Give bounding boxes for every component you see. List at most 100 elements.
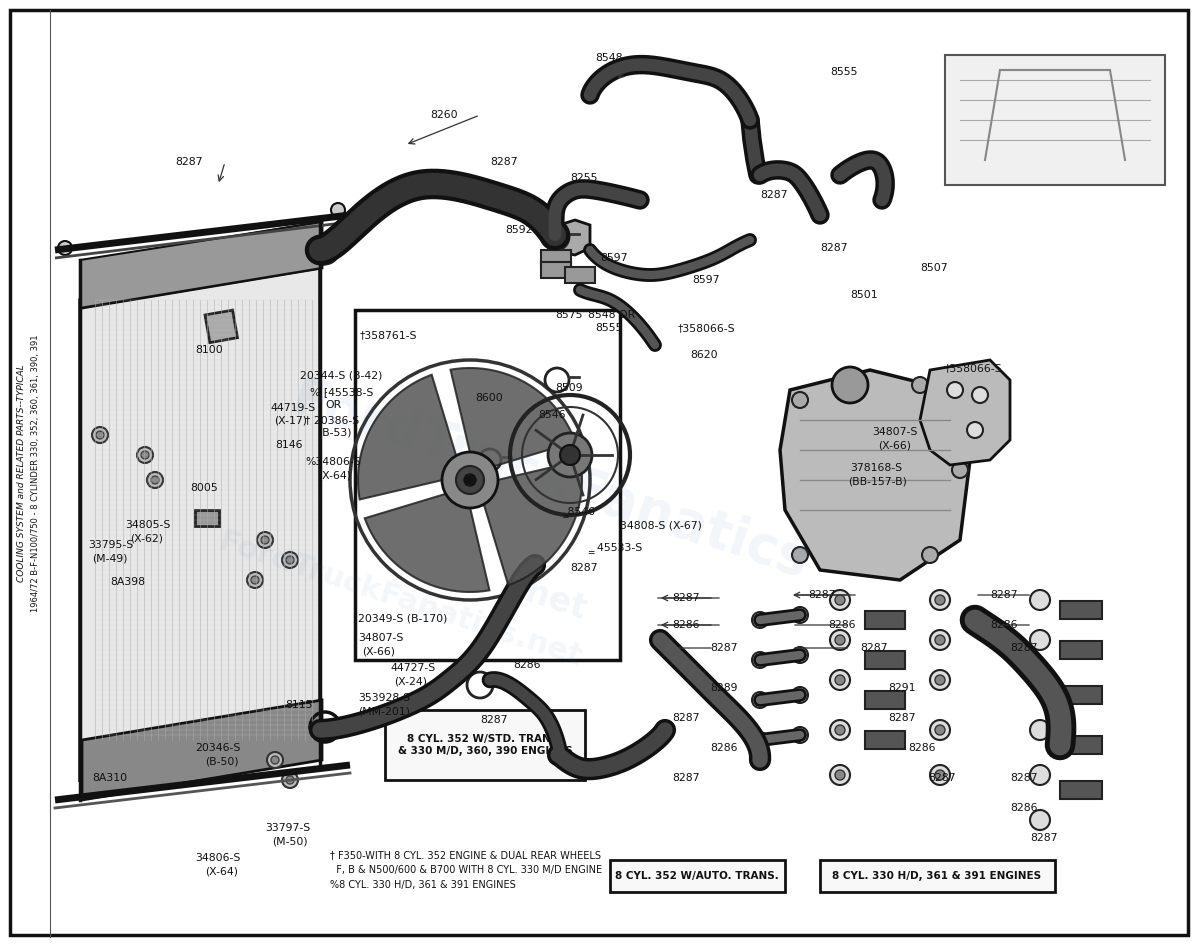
Text: 8546: 8546 — [538, 410, 565, 420]
Text: FordTruckFanatics.net: FordTruckFanatics.net — [215, 527, 586, 672]
Circle shape — [835, 725, 845, 735]
Text: .net: .net — [509, 573, 590, 627]
Text: 20349-S (B-170): 20349-S (B-170) — [358, 613, 448, 623]
Circle shape — [257, 532, 274, 548]
Bar — [865, 691, 905, 709]
Polygon shape — [450, 368, 575, 469]
Text: 8287: 8287 — [808, 590, 835, 600]
Polygon shape — [358, 375, 458, 499]
Text: ‗ 45533-S: ‗ 45533-S — [588, 543, 642, 553]
Circle shape — [947, 382, 964, 398]
Text: 8548: 8548 — [595, 53, 623, 63]
Circle shape — [282, 772, 298, 788]
Text: 8287: 8287 — [760, 190, 787, 200]
Circle shape — [1030, 810, 1050, 830]
Circle shape — [835, 770, 845, 780]
Polygon shape — [541, 250, 571, 266]
Circle shape — [792, 547, 808, 563]
Bar — [355, 310, 620, 660]
Text: (BB-157-B): (BB-157-B) — [848, 476, 907, 486]
Bar — [865, 651, 905, 669]
Bar — [865, 611, 905, 629]
Circle shape — [967, 422, 983, 438]
Circle shape — [1030, 720, 1050, 740]
Text: 8509: 8509 — [554, 383, 583, 393]
Text: 44719-S: 44719-S — [270, 403, 316, 413]
Circle shape — [1030, 670, 1050, 690]
Text: (M-49): (M-49) — [92, 553, 127, 563]
Circle shape — [331, 203, 346, 217]
Text: 8286: 8286 — [672, 620, 700, 630]
Circle shape — [935, 635, 946, 645]
Text: 8597: 8597 — [600, 253, 628, 263]
Circle shape — [548, 433, 592, 477]
Text: 378168-S: 378168-S — [850, 463, 902, 473]
Circle shape — [935, 725, 946, 735]
Text: 8255: 8255 — [570, 173, 598, 183]
Bar — [1060, 641, 1102, 659]
Text: 8 CYL. 352 W/STD. TRANS.
& 330 M/D, 360, 390 ENGINES: 8 CYL. 352 W/STD. TRANS. & 330 M/D, 360,… — [397, 734, 572, 756]
Circle shape — [142, 451, 149, 459]
Text: (X-64): (X-64) — [205, 866, 238, 876]
Text: 8287: 8287 — [570, 563, 598, 573]
Text: 8555: 8555 — [595, 323, 623, 333]
Text: (M-50): (M-50) — [272, 836, 307, 846]
Text: 8291: 8291 — [888, 683, 916, 693]
Circle shape — [935, 770, 946, 780]
Text: 44727-S: 44727-S — [390, 663, 436, 673]
Text: (B-53): (B-53) — [318, 427, 352, 437]
Circle shape — [148, 472, 163, 488]
Circle shape — [464, 474, 476, 486]
Text: 8287: 8287 — [1010, 773, 1038, 783]
Circle shape — [151, 476, 158, 484]
Text: 8146: 8146 — [275, 440, 302, 450]
Circle shape — [251, 576, 259, 584]
Circle shape — [792, 392, 808, 408]
Circle shape — [922, 547, 938, 563]
Text: ‗8546: ‗8546 — [562, 507, 595, 517]
Text: 8100: 8100 — [194, 345, 223, 355]
Text: (X-66): (X-66) — [878, 440, 911, 450]
Circle shape — [930, 670, 950, 690]
Circle shape — [832, 367, 868, 403]
Text: (X-64): (X-64) — [318, 470, 352, 480]
Circle shape — [286, 776, 294, 784]
Text: 8A398: 8A398 — [110, 577, 145, 587]
Bar — [1060, 601, 1102, 619]
Text: 34807-S: 34807-S — [358, 633, 403, 643]
Text: %8 CYL. 330 H/D, 361 & 391 ENGINES: %8 CYL. 330 H/D, 361 & 391 ENGINES — [330, 880, 516, 890]
Text: 34807-S: 34807-S — [872, 427, 917, 437]
Bar — [610, 860, 785, 892]
Text: † F350-WITH 8 CYL. 352 ENGINE & DUAL REAR WHEELS: † F350-WITH 8 CYL. 352 ENGINE & DUAL REA… — [330, 850, 601, 860]
Text: F, B & N500/600 & B700 WITH 8 CYL. 330 M/D ENGINE: F, B & N500/600 & B700 WITH 8 CYL. 330 M… — [330, 865, 602, 875]
Circle shape — [266, 752, 283, 768]
Circle shape — [282, 552, 298, 568]
Bar — [385, 710, 586, 780]
Text: 8287: 8287 — [1010, 643, 1038, 653]
Circle shape — [930, 720, 950, 740]
Text: 8286: 8286 — [514, 660, 540, 670]
Circle shape — [830, 720, 850, 740]
Text: 8600: 8600 — [475, 393, 503, 403]
Circle shape — [442, 452, 498, 508]
Text: 8620: 8620 — [690, 350, 718, 360]
Bar — [1060, 686, 1102, 704]
Text: 8286: 8286 — [908, 743, 936, 753]
Circle shape — [271, 756, 278, 764]
Circle shape — [930, 590, 950, 610]
Circle shape — [835, 635, 845, 645]
Circle shape — [972, 387, 988, 403]
Text: (X-17): (X-17) — [274, 415, 307, 425]
Text: 34808-S (X-67): 34808-S (X-67) — [620, 520, 702, 530]
Text: 8260: 8260 — [430, 110, 457, 120]
Circle shape — [314, 243, 329, 257]
Circle shape — [830, 765, 850, 785]
Text: 8287: 8287 — [888, 713, 916, 723]
Text: 8115: 8115 — [286, 700, 312, 710]
Text: 20344-S (B-42): 20344-S (B-42) — [300, 370, 383, 380]
Text: 8287: 8287 — [480, 715, 508, 725]
Circle shape — [92, 427, 108, 443]
Circle shape — [96, 431, 104, 439]
Text: FordTruckFanatics: FordTruckFanatics — [284, 372, 815, 588]
Circle shape — [560, 445, 580, 465]
